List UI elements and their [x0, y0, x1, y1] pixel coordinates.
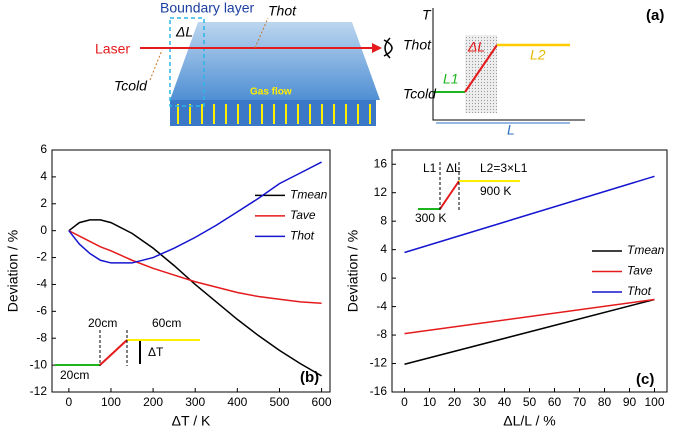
y-axis-label: Deviation / %	[345, 230, 361, 312]
x-tick-label: 200	[143, 395, 163, 409]
y-tick-label: 16	[374, 156, 388, 170]
x-axis-label: ΔT / K	[172, 413, 211, 429]
legend-label: Thot	[290, 229, 315, 243]
label: Thot	[268, 3, 297, 19]
label: ΔL	[467, 39, 485, 55]
label: L2	[530, 47, 546, 63]
label: Tcold	[114, 78, 148, 94]
line	[68, 229, 322, 305]
laser-arrow	[372, 43, 382, 53]
y-tick-label: -2	[36, 250, 47, 264]
segment	[464, 44, 498, 93]
label: Laser	[95, 41, 130, 57]
legend-label: Tmean	[627, 243, 665, 257]
gas-volume	[170, 22, 380, 100]
inset-line	[99, 339, 128, 366]
boundary-box	[169, 17, 205, 107]
eye	[383, 37, 393, 59]
x-tick-label: 400	[227, 395, 247, 409]
label: Gas flow	[250, 87, 292, 98]
y-tick-label: -4	[376, 299, 387, 313]
x-tick-label: 600	[312, 395, 332, 409]
x-tick-label: 70	[573, 395, 587, 409]
panel-label: (c)	[636, 371, 654, 388]
y-tick-label: 0	[40, 223, 47, 237]
x-tick-label: 90	[623, 395, 637, 409]
label: L	[507, 122, 515, 138]
y-tick-label: -4	[36, 277, 47, 291]
y-tick-label: -12	[370, 356, 388, 370]
annotation: ΔL	[446, 161, 461, 175]
y-tick-label: -6	[36, 304, 47, 318]
x-tick-label: 10	[423, 395, 437, 409]
x-tick-label: 300	[185, 395, 205, 409]
y-tick-label: -12	[30, 384, 48, 398]
legend-label: Thot	[627, 284, 652, 298]
cold-pointer	[149, 49, 163, 81]
x-tick-label: 40	[498, 395, 512, 409]
x-tick-label: 80	[598, 395, 612, 409]
line	[404, 298, 655, 335]
x-tick-label: 500	[269, 395, 289, 409]
plot-frame	[51, 149, 331, 393]
line	[68, 219, 322, 377]
x-tick-label: 0	[66, 395, 73, 409]
x-tick-label: 50	[523, 395, 537, 409]
plot-frame	[391, 149, 668, 393]
x-tick-label: 30	[473, 395, 487, 409]
annotation: 20cm	[88, 316, 117, 330]
annotation: ΔT	[148, 345, 164, 359]
label: Thot	[403, 37, 432, 53]
annotation: 900 K	[480, 184, 511, 198]
y-tick-label: -10	[30, 357, 48, 371]
y-tick-label: -8	[376, 327, 387, 341]
y-tick-label: 4	[380, 242, 387, 256]
panel-label: (a)	[646, 7, 664, 24]
y-tick-label: 8	[380, 213, 387, 227]
line	[68, 161, 322, 264]
panel-label: (b)	[300, 369, 319, 386]
x-tick-label: 60	[548, 395, 562, 409]
legend-label: Tave	[290, 208, 316, 222]
legend-label: Tave	[627, 264, 653, 278]
x-axis-label: ΔL/L / %	[503, 413, 555, 429]
line	[404, 298, 655, 365]
legend-label: Tmean	[290, 188, 328, 202]
y-tick-label: 12	[374, 185, 388, 199]
x-tick-label: 100	[101, 395, 121, 409]
y-tick-label: 4	[40, 169, 47, 183]
y-tick-label: 2	[40, 196, 47, 210]
y-axis-label: Deviation / %	[5, 230, 21, 312]
label: T	[422, 7, 432, 23]
inset-line	[439, 180, 460, 210]
x-tick-label: 100	[644, 395, 664, 409]
annotation: L1	[423, 161, 437, 175]
annotation: 20cm	[60, 368, 89, 382]
y-tick-label: -16	[370, 384, 388, 398]
label: L1	[443, 71, 459, 87]
y-tick-label: -8	[36, 330, 47, 344]
axes	[432, 8, 585, 121]
annotation: 60cm	[152, 316, 181, 330]
hot-pointer	[254, 17, 269, 49]
hatched-zone	[465, 35, 497, 113]
y-tick-label: 0	[380, 270, 387, 284]
label: Tcold	[403, 86, 437, 102]
annotation: L2=3×L1	[480, 161, 528, 175]
y-tick-label: 6	[40, 142, 47, 156]
annotation: 300 K	[415, 211, 446, 225]
line	[404, 175, 655, 254]
x-tick-label: 0	[401, 395, 408, 409]
label: Boundary layer	[160, 0, 255, 16]
label: ΔL	[175, 24, 193, 40]
panel-a: Boundary layer ΔL Thot Laser Tcold Gas f…	[95, 0, 664, 138]
x-tick-label: 20	[448, 395, 462, 409]
flow-arrows	[177, 104, 371, 124]
